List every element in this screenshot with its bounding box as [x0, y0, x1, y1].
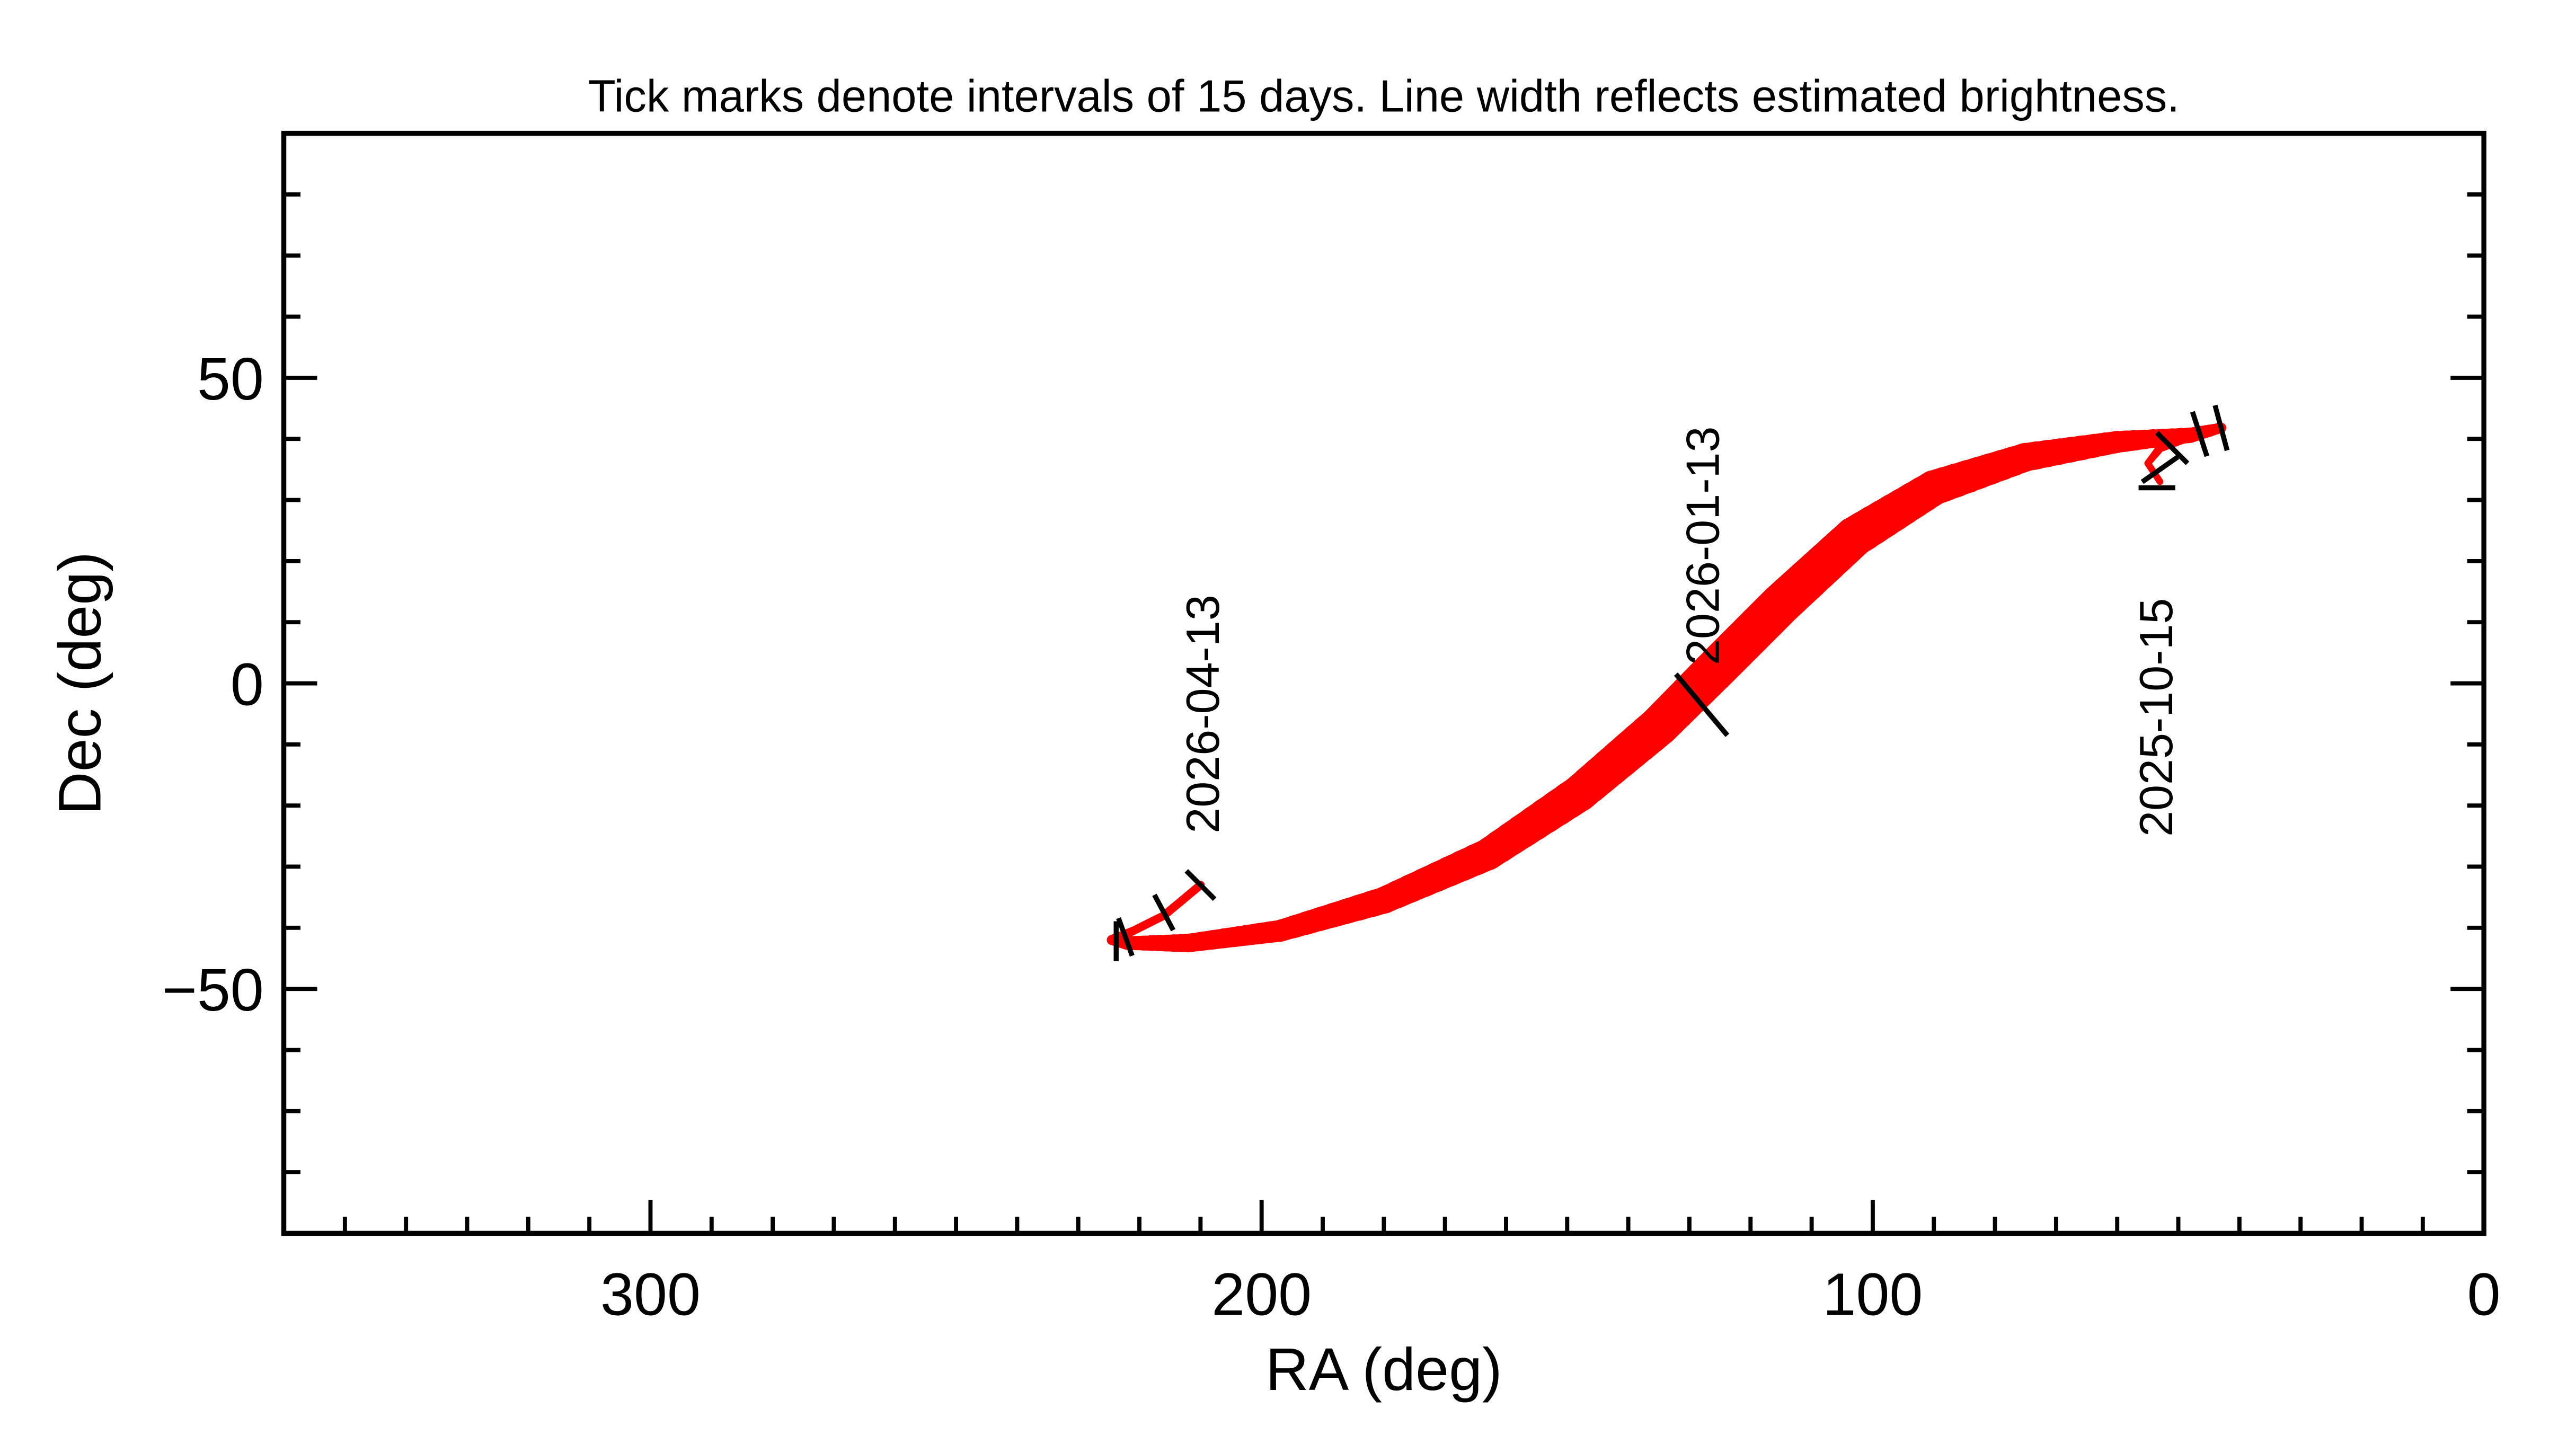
y-tick-label: −50	[162, 956, 264, 1023]
date-ticks	[1113, 404, 2230, 961]
date-tick-mark	[2140, 455, 2180, 484]
comet-track	[1106, 422, 2227, 953]
date-tick-mark	[1152, 893, 1176, 932]
date-tick-mark	[2155, 431, 2190, 465]
chart-title: Tick marks denote intervals of 15 days. …	[588, 71, 2180, 121]
date-tick-mark	[1674, 672, 1730, 737]
annotation-2026-04-13: 2026-04-13	[1176, 595, 1229, 833]
x-tick-label: 300	[600, 1261, 701, 1328]
date-tick-mark	[2190, 411, 2210, 457]
axes: 300 200 100 0 50 0 −50	[162, 192, 2501, 1328]
x-axis-label: RA (deg)	[1265, 1336, 1502, 1403]
x-tick-label: 200	[1211, 1261, 1312, 1328]
annotation-2026-01-13: 2026-01-13	[1677, 427, 1729, 665]
x-tick-label: 0	[2467, 1261, 2501, 1328]
x-tick-label: 100	[1822, 1261, 1923, 1328]
y-tick-label: 50	[197, 346, 264, 412]
y-axis-label: Dec (deg)	[47, 552, 113, 815]
date-tick-mark	[1184, 869, 1217, 901]
annotation-2025-10-15: 2025-10-15	[2130, 598, 2182, 836]
date-tick-mark	[2212, 404, 2230, 451]
date-tick-mark	[1116, 917, 1135, 957]
plot-frame	[281, 130, 2486, 1236]
y-tick-label: 0	[231, 651, 264, 718]
